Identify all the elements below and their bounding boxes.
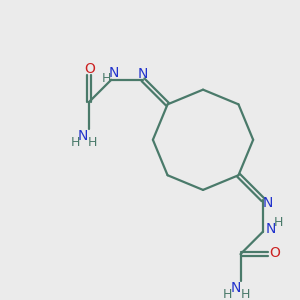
Text: H: H	[88, 136, 97, 149]
Text: N: N	[230, 281, 241, 295]
Text: H: H	[222, 288, 232, 300]
Text: O: O	[269, 246, 280, 260]
Text: N: N	[262, 196, 273, 210]
Text: N: N	[138, 67, 148, 81]
Text: H: H	[274, 216, 283, 230]
Text: N: N	[109, 66, 119, 80]
Text: H: H	[102, 72, 111, 85]
Text: O: O	[84, 61, 95, 76]
Text: N: N	[78, 129, 88, 143]
Text: N: N	[266, 222, 276, 236]
Text: H: H	[70, 136, 80, 149]
Text: H: H	[241, 288, 250, 300]
